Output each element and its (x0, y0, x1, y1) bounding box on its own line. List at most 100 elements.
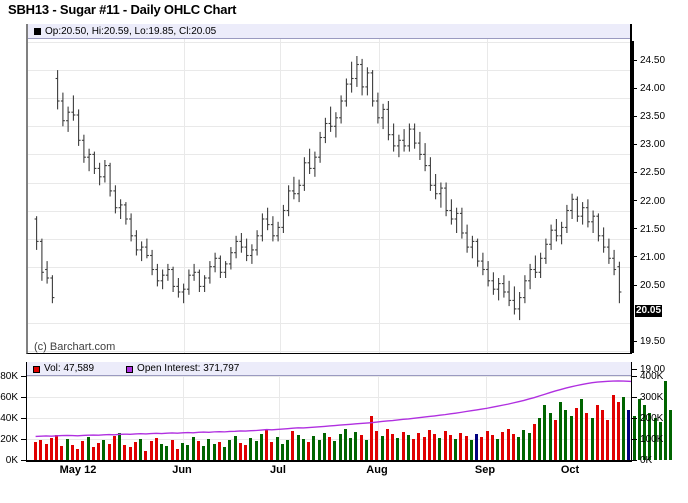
volume-bar (611, 394, 615, 460)
ohlc-bars (34, 56, 622, 321)
volume-bar (364, 440, 368, 460)
price-gridline (28, 351, 630, 352)
volume-bar (107, 444, 111, 460)
volume-bar (606, 420, 610, 460)
volume-bar (375, 430, 379, 460)
volume-bar (391, 433, 395, 460)
date-tick-label: Aug (366, 464, 388, 476)
volume-bar (291, 430, 295, 460)
open-interest-tick-label: 200K (640, 413, 664, 424)
volume-bar (553, 420, 557, 460)
volume-bar (401, 431, 405, 460)
volume-color-swatch (33, 365, 40, 373)
open-interest-tick-label: 100K (640, 434, 664, 445)
price-axis-tick: 19.50 (632, 336, 665, 347)
price-gridline (28, 70, 630, 72)
volume-bar (81, 441, 85, 460)
volume-bar (637, 399, 641, 460)
volume-bar (548, 412, 552, 460)
date-tick-label: Oct (560, 464, 580, 476)
volume-tick-label: 60K (0, 392, 18, 403)
volume-bar (396, 438, 400, 460)
price-axis-tick: 21.00 (632, 251, 666, 263)
volume-bar (286, 440, 290, 460)
price-tick-label: 22.00 (640, 195, 666, 207)
volume-bar (643, 405, 647, 460)
volume-bar (475, 433, 479, 460)
open-interest-axis-tick: 300K (632, 393, 663, 403)
volume-bar (574, 407, 578, 460)
volume-tick-label: 0K (5, 455, 18, 466)
price-tick-label: 24.00 (640, 83, 666, 95)
price-axis-tick: 23.50 (632, 112, 665, 122)
volume-bar (417, 432, 421, 460)
open-interest-axis-tick: 400K (632, 372, 663, 382)
volume-bar (86, 436, 90, 460)
price-chart-pane[interactable]: Op:20.50, Hi:20.59, Lo:19.85, Cl:20.05 (26, 24, 632, 354)
volume-bar (249, 438, 253, 460)
current-price-tag: 20.05 (635, 305, 663, 317)
volume-bar (469, 440, 473, 460)
volume-bar (422, 436, 426, 460)
volume-bar (406, 434, 410, 460)
price-tick-label: 21.00 (640, 251, 666, 263)
open-interest-legend-text: Open Interest: 371,797 (137, 363, 240, 374)
price-gridline (28, 238, 630, 240)
volume-bar (595, 405, 599, 460)
volume-chart-pane[interactable]: Vol: 47,589 Open Interest: 371,797 (26, 362, 673, 462)
volume-bar (622, 397, 626, 460)
volume-bar (627, 409, 631, 460)
volume-bar (349, 438, 353, 460)
volume-bar (343, 428, 347, 460)
volume-bar (580, 399, 584, 460)
volume-bar (181, 443, 185, 460)
volume-bar (564, 409, 568, 460)
volume-bar (65, 439, 69, 460)
volume-tick-label: 20K (0, 434, 18, 445)
volume-bar (55, 434, 59, 460)
open-interest-line (35, 380, 631, 438)
volume-bar (459, 432, 463, 460)
volume-gridline (27, 418, 631, 419)
volume-bar (160, 444, 164, 460)
volume-tick-dash (21, 376, 26, 377)
price-tick-label: 19.00 (640, 364, 666, 375)
price-gridline (28, 154, 630, 156)
volume-bar (154, 438, 158, 460)
price-axis-tick: 20.50 (632, 280, 665, 291)
volume-bar (648, 412, 652, 460)
volume-bar (233, 435, 237, 460)
volume-bar (44, 444, 48, 460)
open-interest-tick-label: 0K (640, 455, 653, 466)
volume-bar (454, 439, 458, 460)
volume-bar (601, 409, 605, 460)
volume-bar (275, 436, 279, 460)
volume-legend: Vol: 47,589 Open Interest: 371,797 (27, 362, 631, 376)
volume-bar (191, 436, 195, 460)
volume-bar (464, 435, 468, 460)
month-gridline (280, 39, 281, 353)
volume-bar (212, 444, 216, 460)
volume-bar (590, 418, 594, 460)
volume-tick-dash (21, 418, 26, 419)
price-gridline (28, 126, 630, 128)
volume-gridline (27, 397, 631, 398)
month-gridline (379, 39, 380, 353)
open-interest-axis-tick: 100K (632, 435, 663, 445)
volume-bar (433, 433, 437, 460)
volume-bar (328, 436, 332, 460)
volume-month-gridline (279, 376, 280, 460)
volume-axis-left: 0K 20K 40K 60K 80K (0, 362, 26, 466)
volume-bar (223, 447, 227, 460)
volume-bar (522, 429, 526, 460)
volume-bar (307, 442, 311, 460)
volume-bar (97, 443, 101, 460)
volume-bar (506, 428, 510, 460)
volume-bar (112, 435, 116, 460)
ohlc-marker-icon (34, 28, 41, 35)
volume-bar (217, 442, 221, 460)
open-interest-axis-tick: 0K (632, 456, 652, 466)
volume-bar (370, 415, 374, 460)
volume-bar (658, 422, 662, 460)
volume-bar (228, 440, 232, 460)
